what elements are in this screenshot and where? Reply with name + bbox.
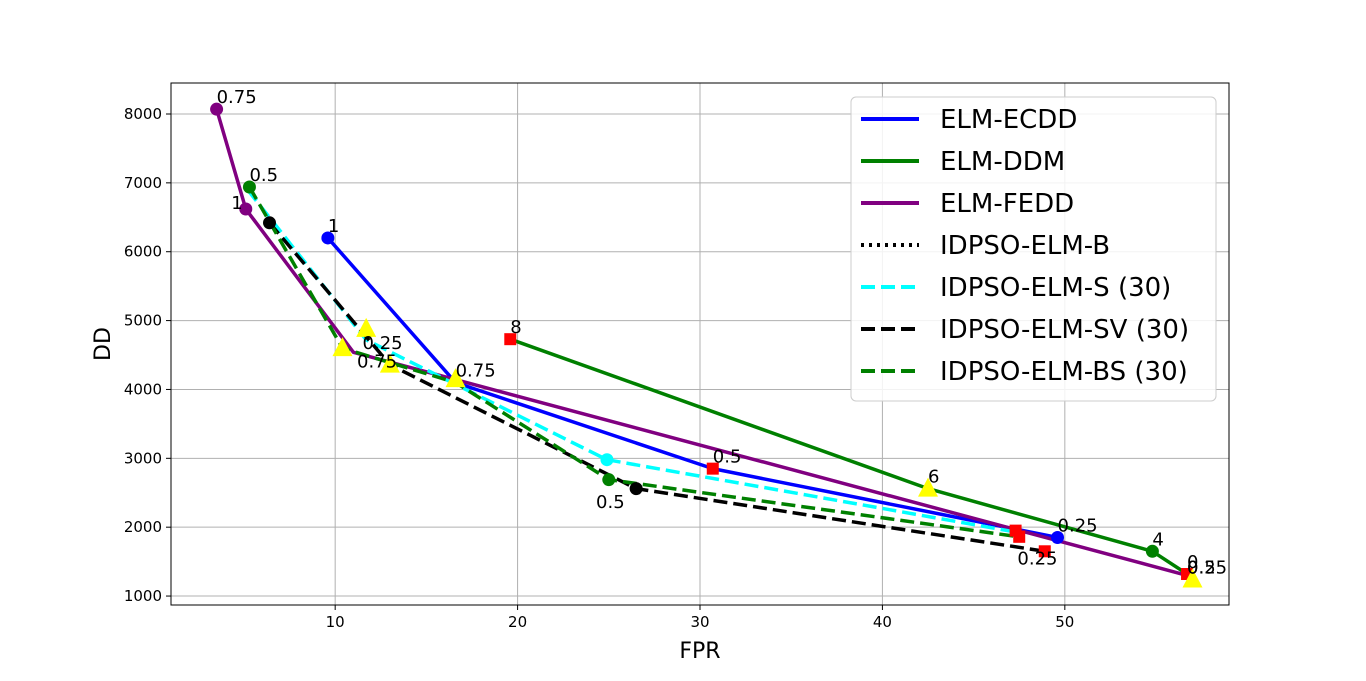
circle-marker bbox=[629, 482, 643, 496]
circle-marker bbox=[600, 453, 614, 467]
triangle-marker bbox=[332, 337, 353, 357]
annotation-label: 0.25 bbox=[1187, 558, 1227, 579]
annotation-label: 0 bbox=[1187, 552, 1198, 573]
square-marker bbox=[504, 333, 517, 346]
square-marker bbox=[706, 462, 719, 475]
annotation-label: 0.5 bbox=[713, 447, 742, 468]
legend-entry: ELM-ECDD bbox=[940, 105, 1077, 135]
x-axis-label: FPR bbox=[679, 639, 720, 664]
annotation-label: 0.5 bbox=[1187, 558, 1216, 579]
x-tick-label: 40 bbox=[873, 613, 892, 631]
annotation-label: 0.75 bbox=[357, 352, 397, 373]
x-tick-label: 50 bbox=[1055, 613, 1074, 631]
axis-ticks: 10 20 30 40 50100020003000400050006000700080… bbox=[124, 105, 1075, 631]
data-markers bbox=[210, 102, 1203, 588]
square-marker bbox=[1038, 545, 1051, 558]
circle-marker bbox=[321, 231, 335, 245]
circle-marker bbox=[242, 180, 256, 194]
series-line-idpso-elm-s-30 bbox=[246, 188, 1016, 534]
circle-marker bbox=[602, 473, 616, 487]
annotation-label: 0.5 bbox=[249, 165, 278, 186]
legend: ELM-ECDD ELM-DDM ELM-FEDD IDPSO-ELM-B IDPSO-… bbox=[850, 96, 1217, 402]
y-tick-label: 3000 bbox=[124, 449, 162, 467]
x-tick-label: 30 bbox=[690, 613, 709, 631]
y-tick-label: 2000 bbox=[124, 518, 162, 536]
annotation-label: 1 bbox=[328, 216, 339, 237]
series-line-elm-ddm bbox=[509, 337, 1189, 576]
legend-entry: IDPSO-ELM-BS (30) bbox=[940, 357, 1188, 387]
y-tick-label: 1000 bbox=[124, 587, 162, 605]
y-tick-label: 7000 bbox=[124, 174, 162, 192]
x-tick-label: 20 bbox=[508, 613, 527, 631]
legend-entry: IDPSO-ELM-SV (30) bbox=[940, 315, 1189, 345]
circle-marker bbox=[239, 202, 253, 216]
triangle-marker bbox=[918, 477, 939, 497]
series-line-idpso-elm-sv-30 bbox=[268, 221, 1046, 554]
x-tick-label: 10 bbox=[326, 613, 345, 631]
circle-marker bbox=[210, 102, 224, 116]
circle-marker bbox=[1145, 544, 1159, 558]
annotation-label: 0.25 bbox=[1017, 549, 1057, 570]
triangle-marker bbox=[356, 317, 377, 337]
y-axis-label: DD bbox=[91, 327, 116, 361]
y-tick-label: 8000 bbox=[124, 105, 162, 123]
annotation-label: 8 bbox=[510, 317, 521, 338]
annotation-label: 0.25 bbox=[363, 333, 403, 354]
circle-marker bbox=[1051, 531, 1065, 545]
annotation-label: 0.5 bbox=[596, 492, 625, 513]
annotation-label: 1 bbox=[231, 193, 242, 214]
series-line-elm-ecdd bbox=[326, 236, 1058, 540]
legend-entry: IDPSO-ELM-S (30) bbox=[940, 273, 1171, 303]
y-tick-label: 4000 bbox=[124, 380, 162, 398]
legend-entry: ELM-DDM bbox=[940, 147, 1065, 177]
legend-box bbox=[850, 96, 1217, 402]
legend-entry: ELM-FEDD bbox=[940, 189, 1074, 219]
annotation-label: 0.25 bbox=[1058, 516, 1098, 537]
circle-marker bbox=[263, 216, 277, 230]
series-line-elm-fedd bbox=[214, 108, 1188, 578]
legend-entry: IDPSO-ELM-B bbox=[940, 231, 1110, 261]
annotation-label: 0.75 bbox=[217, 87, 257, 108]
y-tick-label: 5000 bbox=[124, 312, 162, 330]
triangle-marker bbox=[445, 368, 466, 388]
y-tick-label: 6000 bbox=[124, 243, 162, 261]
triangle-marker bbox=[379, 353, 400, 373]
annotation-label: 0.75 bbox=[456, 361, 496, 382]
annotation-label: 4 bbox=[1152, 529, 1163, 550]
annotation-label: 6 bbox=[928, 467, 939, 488]
triangle-marker bbox=[1182, 568, 1203, 588]
square-marker bbox=[1013, 530, 1026, 543]
